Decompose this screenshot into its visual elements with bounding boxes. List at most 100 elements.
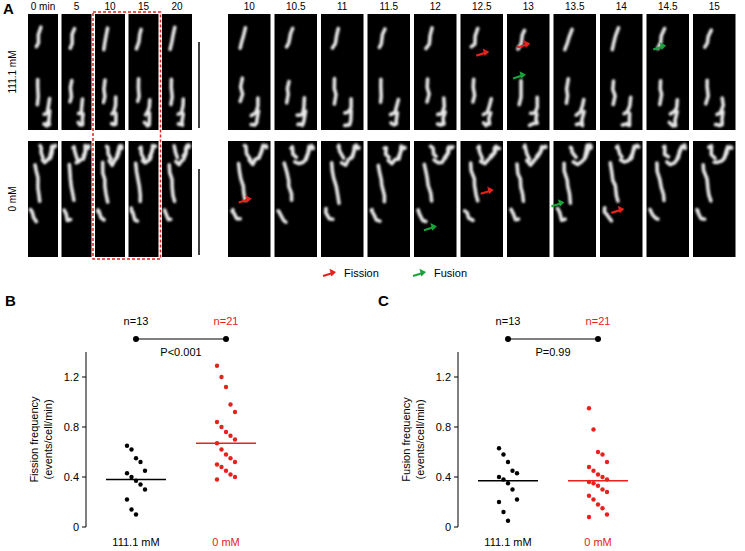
point: [224, 430, 228, 434]
mitochondrion: [418, 210, 426, 222]
mitochondrion: [165, 210, 171, 220]
mitochondrion: [36, 27, 41, 46]
point: [228, 434, 232, 438]
mitochondrion: [140, 147, 144, 159]
y-label-line: (events/cell/min): [42, 399, 54, 479]
y-tick-label: 0.8: [64, 421, 79, 433]
mean-line: [106, 479, 166, 481]
mitochondrion: [73, 147, 77, 160]
time-label: 13: [523, 1, 535, 12]
micrograph: [129, 14, 159, 130]
mitochondria: [471, 29, 491, 126]
point: [125, 471, 129, 475]
mitochondrion: [566, 79, 568, 103]
point: [228, 472, 232, 476]
y-label-line: (events/cell/min): [414, 399, 426, 479]
mitochondrion: [138, 79, 139, 102]
frame-bg: [62, 141, 92, 257]
point: [600, 475, 604, 479]
mitochondrion: [610, 163, 618, 201]
frame-bg: [129, 14, 159, 130]
mean-line: [568, 480, 628, 482]
point: [506, 460, 510, 464]
frame-bg: [162, 141, 192, 257]
mitochondrion: [424, 164, 431, 201]
point: [224, 469, 228, 473]
point: [591, 497, 595, 501]
mitochondrion: [240, 78, 242, 101]
mitochondrion: [391, 113, 397, 125]
point: [233, 460, 237, 464]
point: [600, 506, 604, 510]
mitochondria: [426, 28, 445, 125]
y-label: Fusion frequency(events/cell/min): [400, 397, 426, 482]
arrow-head: [558, 199, 565, 207]
micrograph: [647, 14, 690, 130]
time-label: 5: [74, 1, 80, 12]
point: [510, 487, 514, 491]
mitochondrion: [338, 145, 343, 158]
arrow-shaft: [611, 210, 620, 213]
mitochondrion: [650, 210, 658, 220]
frame-bg: [28, 14, 58, 130]
count-label: n=21: [214, 315, 239, 327]
point: [600, 452, 604, 456]
point: [587, 406, 591, 410]
mitochondrion: [617, 146, 622, 157]
time-label: 14.5: [658, 1, 678, 12]
category-label: 111.1 mM: [484, 536, 531, 548]
mitochondrion: [714, 147, 728, 163]
micrograph: [62, 14, 92, 130]
mitochondrion: [178, 114, 183, 126]
micrograph: [62, 141, 92, 257]
micrograph: [600, 14, 643, 130]
event-arrow: [424, 223, 437, 231]
highlight-box: [93, 12, 161, 259]
mitochondrion: [706, 80, 708, 103]
mitochondrion: [388, 149, 403, 164]
point: [515, 497, 519, 501]
arrow-head: [618, 206, 625, 214]
mitochondria: [36, 27, 49, 126]
event-arrow: [413, 269, 426, 277]
y-label-line: Fusion frequency: [400, 397, 412, 482]
mitochondrion: [345, 111, 352, 126]
y-axis: [86, 352, 87, 527]
mitochondria: [612, 28, 630, 126]
frame-bg: [461, 14, 504, 130]
mitochondrion: [178, 99, 183, 114]
time-label: 11: [337, 1, 348, 12]
mitochondrion: [531, 97, 538, 113]
micrograph: [28, 141, 58, 257]
frame-bg: [321, 141, 364, 257]
legend-text: Fission: [344, 267, 379, 279]
mitochondria: [278, 146, 313, 223]
point: [605, 512, 609, 516]
mitochondrion: [624, 97, 631, 113]
micrograph: [162, 14, 192, 130]
y-tick: [454, 477, 458, 478]
mitochondrion: [511, 209, 519, 220]
mitochondria: [232, 145, 266, 219]
mitochondria: [70, 29, 83, 125]
mitochondrion: [64, 210, 71, 220]
mitochondrion: [703, 165, 711, 201]
mitochondrion: [379, 79, 383, 102]
arrow-shaft: [513, 76, 522, 79]
time-label: 10.5: [286, 1, 306, 12]
y-tick-label: 0.8: [436, 421, 451, 433]
point: [138, 460, 142, 464]
frame-bg: [228, 141, 271, 257]
point: [134, 512, 138, 516]
mitochondrion: [170, 27, 175, 49]
panel-label: B: [5, 292, 16, 309]
mitochondrion: [76, 148, 86, 163]
arrow-shaft: [476, 53, 485, 56]
point: [233, 437, 237, 441]
count-label: n=13: [496, 315, 521, 327]
mitochondrion: [136, 29, 141, 49]
events: [239, 187, 625, 231]
mitochondrion: [379, 29, 385, 47]
point: [596, 450, 600, 454]
row-label: 0 mM: [7, 187, 18, 212]
